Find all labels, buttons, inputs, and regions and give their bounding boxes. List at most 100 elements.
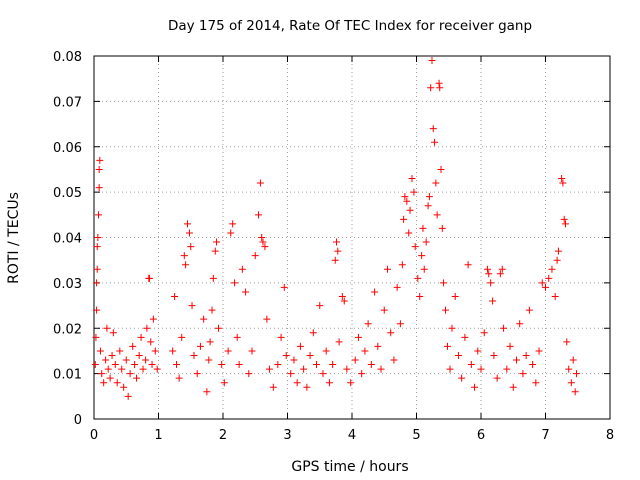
data-point: [374, 342, 382, 350]
data-point: [98, 370, 106, 378]
x-tick-label: 1: [154, 428, 162, 443]
data-point: [261, 243, 269, 251]
data-point: [96, 347, 104, 355]
data-point: [401, 193, 409, 201]
data-point: [548, 265, 556, 273]
data-point: [440, 279, 448, 287]
data-point: [258, 234, 266, 241]
data-point: [561, 220, 569, 228]
data-point: [334, 247, 342, 255]
data-point: [383, 265, 391, 273]
x-tick-label: 7: [541, 428, 549, 443]
data-point: [489, 297, 497, 305]
data-point: [461, 333, 469, 341]
data-point: [280, 283, 288, 291]
data-point: [387, 329, 395, 337]
data-point: [351, 356, 359, 364]
data-point: [175, 374, 183, 382]
data-point: [516, 320, 524, 328]
data-point: [545, 274, 553, 282]
data-point: [95, 184, 103, 192]
data-point: [178, 333, 186, 341]
data-point: [408, 175, 416, 183]
data-point: [405, 229, 413, 237]
data-point: [113, 379, 121, 387]
data-point: [145, 274, 153, 282]
data-point: [390, 356, 398, 364]
data-point: [290, 356, 298, 364]
data-point: [567, 379, 575, 387]
data-point: [371, 288, 379, 296]
data-point: [477, 365, 485, 373]
data-point: [203, 388, 211, 396]
data-point: [148, 361, 156, 369]
data-point: [428, 57, 436, 65]
data-point: [269, 383, 277, 391]
data-point: [542, 283, 549, 291]
data-point: [116, 347, 124, 355]
data-point: [227, 229, 235, 237]
y-tick-label: 0: [74, 413, 82, 428]
data-point: [209, 274, 217, 282]
data-point: [446, 365, 454, 373]
data-point: [411, 243, 419, 251]
data-point: [435, 79, 443, 87]
data-point: [208, 306, 216, 314]
chart-title: Day 175 of 2014, Rate Of TEC Index for r…: [168, 18, 532, 34]
data-point: [95, 211, 103, 219]
data-point: [519, 370, 527, 378]
data-point: [367, 361, 375, 369]
data-point: [122, 356, 130, 364]
data-point: [358, 370, 366, 378]
data-point: [306, 351, 314, 359]
data-point: [343, 365, 351, 373]
data-point: [224, 347, 232, 355]
data-point: [393, 283, 401, 291]
data-point: [498, 265, 506, 273]
data-point: [91, 361, 99, 369]
data-point: [406, 206, 414, 214]
data-point: [329, 361, 337, 369]
data-point: [503, 365, 511, 373]
data-point: [448, 324, 456, 332]
data-point: [93, 243, 101, 251]
data-point: [171, 292, 179, 300]
data-point: [231, 279, 239, 287]
data-point: [354, 333, 362, 341]
data-point: [303, 383, 311, 391]
x-tick-label: 3: [283, 428, 291, 443]
data-point: [416, 292, 424, 300]
data-point: [485, 270, 493, 278]
data-point: [185, 229, 193, 237]
data-point: [287, 370, 295, 378]
data-point: [190, 351, 198, 359]
data-point: [93, 279, 101, 287]
data-point: [187, 243, 195, 251]
data-point: [572, 370, 580, 378]
data-point: [274, 361, 282, 369]
y-tick-label: 0.08: [53, 50, 82, 65]
data-point: [490, 351, 498, 359]
data-point: [333, 238, 341, 246]
data-point: [95, 165, 103, 173]
data-point: [454, 351, 462, 359]
data-point: [149, 315, 157, 323]
data-point: [109, 329, 117, 337]
data-point: [361, 347, 369, 355]
data-point: [93, 306, 101, 314]
data-point: [340, 297, 348, 305]
data-point: [442, 306, 450, 314]
data-point: [512, 356, 520, 364]
data-point: [316, 302, 324, 310]
data-point: [142, 356, 150, 364]
data-point: [102, 356, 110, 364]
x-tick-label: 6: [477, 428, 485, 443]
data-point: [108, 351, 116, 359]
data-point: [193, 370, 201, 378]
data-point: [529, 361, 537, 369]
data-point: [335, 338, 343, 346]
data-point: [496, 270, 504, 278]
data-point: [338, 292, 346, 300]
data-point: [254, 211, 262, 219]
